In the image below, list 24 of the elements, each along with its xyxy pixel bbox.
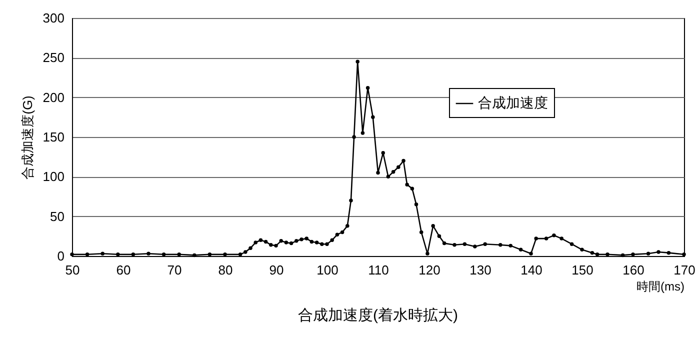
y-axis-title: 合成加速度(G): [20, 96, 35, 180]
y-tick-label: 150: [42, 130, 64, 144]
x-axis-title: 時間(ms): [636, 280, 684, 294]
y-tick-label: 50: [50, 208, 64, 224]
x-tick-label: 150: [572, 262, 594, 278]
legend-label: 合成加速度: [478, 94, 548, 110]
y-tick-label: 100: [42, 169, 64, 184]
x-tick-label: 90: [269, 262, 284, 278]
x-tick-label: 170: [674, 262, 696, 278]
x-tick-label: 110: [368, 262, 389, 278]
text: 合成加速度(着水時拡大): [298, 307, 458, 324]
x-tick-label: 140: [520, 262, 542, 278]
x-tick-label: 160: [622, 262, 644, 278]
x-tick-label: 130: [470, 262, 492, 278]
y-tick-label: 250: [42, 50, 64, 66]
x-tick-label: 60: [116, 262, 131, 278]
y-tick-label: 300: [42, 10, 64, 26]
x-tick-label: 80: [218, 262, 233, 278]
x-tick-label: 100: [316, 262, 338, 278]
y-tick-label: 0: [57, 248, 64, 264]
x-tick-label: 120: [418, 262, 440, 278]
x-tick-label: 50: [65, 262, 80, 278]
x-tick-label: 70: [167, 262, 182, 278]
y-tick-label: 200: [42, 90, 64, 105]
